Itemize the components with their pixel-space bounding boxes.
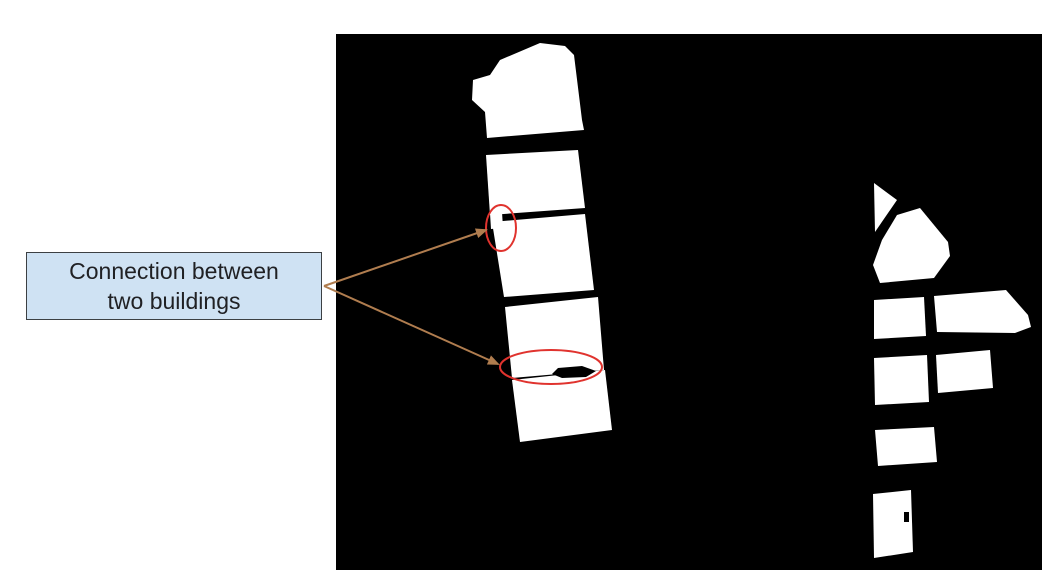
mask-background	[336, 34, 1042, 570]
building-right-3	[874, 297, 926, 339]
building-right-8-hole	[904, 512, 909, 522]
building-left-1	[472, 43, 584, 138]
building-left-5	[512, 370, 612, 442]
arrow-to-upper-connection	[323, 228, 488, 287]
building-left-3	[492, 214, 594, 297]
gap-notch-lower	[552, 366, 596, 378]
building-right-2	[873, 208, 950, 283]
building-left-2	[486, 150, 585, 215]
highlight-ellipse-upper	[485, 204, 517, 252]
left-building-column	[472, 43, 612, 442]
building-right-6	[936, 350, 993, 393]
right-building-cluster	[873, 183, 1031, 558]
building-right-5	[874, 355, 929, 405]
building-right-8	[873, 490, 913, 558]
connection-bridge-upper	[490, 212, 503, 229]
building-right-7	[875, 427, 937, 466]
building-right-1	[874, 183, 897, 232]
building-right-4	[934, 290, 1031, 333]
building-left-4	[505, 297, 604, 378]
callout-label: Connection between two buildings	[69, 258, 279, 314]
arrow-to-lower-connection	[323, 285, 500, 365]
highlight-ellipse-lower	[499, 349, 603, 385]
callout-box: Connection between two buildings	[26, 252, 322, 320]
